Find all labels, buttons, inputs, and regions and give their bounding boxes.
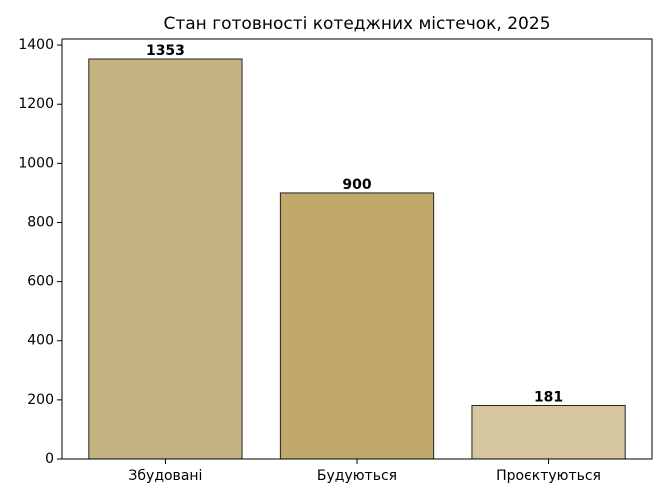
y-tick-label: 200 (27, 392, 54, 408)
value-label: 1353 (146, 43, 185, 59)
x-tick-label: Збудовані (128, 468, 202, 484)
y-tick-label: 1400 (18, 37, 54, 53)
axes-frame (61, 38, 653, 460)
y-tick-label: 1000 (18, 155, 54, 171)
y-tick-label: 800 (27, 214, 54, 230)
y-tick-label: 400 (27, 333, 54, 349)
y-tick-label: 1200 (18, 96, 54, 112)
x-tick-label: Будуються (317, 468, 397, 484)
bar (279, 192, 435, 460)
x-tick-label: Проєктуються (496, 468, 601, 484)
y-tick-label: 0 (45, 451, 54, 467)
value-label: 900 (342, 177, 371, 193)
chart-title: Стан готовності котеджних містечок, 2025 (163, 14, 550, 34)
bar (471, 404, 626, 460)
value-label: 181 (534, 389, 563, 405)
bar (88, 58, 243, 460)
y-tick-label: 600 (27, 274, 54, 290)
